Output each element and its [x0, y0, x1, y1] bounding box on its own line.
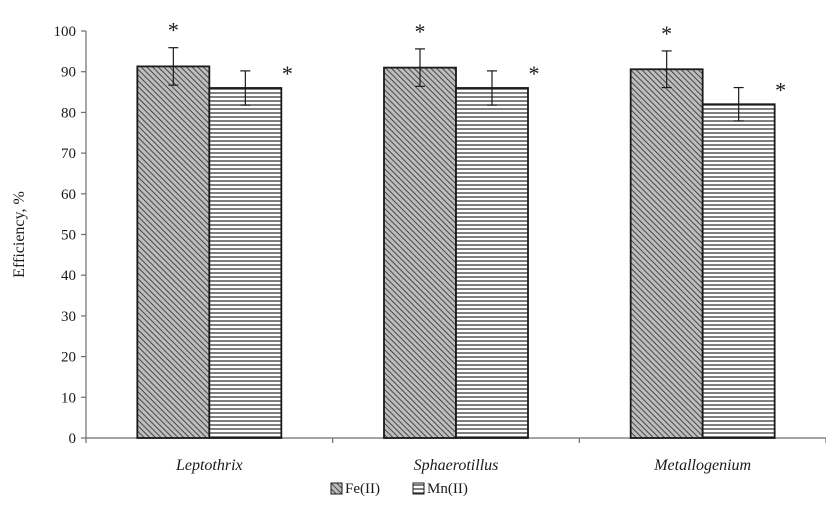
significance-marker: * — [282, 61, 293, 86]
bar-feii-leptothrix — [136, 65, 211, 439]
y-tick-label: 90 — [61, 65, 76, 81]
significance-marker: * — [529, 61, 540, 86]
x-category-label: Leptothrix — [175, 457, 243, 474]
legend-label: Mn(II) — [427, 481, 468, 497]
y-tick-label: 70 — [61, 146, 76, 162]
y-tick-label: 20 — [61, 350, 76, 366]
y-tick-label: 30 — [61, 309, 76, 325]
y-tick-label: 100 — [54, 24, 77, 40]
x-category-label: Sphaerotillus — [414, 457, 499, 474]
legend-label: Fe(II) — [345, 481, 380, 497]
significance-marker: * — [415, 19, 426, 44]
y-tick-label: 40 — [61, 268, 76, 284]
legend-swatch — [412, 482, 425, 495]
x-category-label: Metallogenium — [653, 457, 751, 474]
bar-mnii-sphaerotillus — [455, 87, 529, 439]
significance-marker: * — [661, 21, 672, 46]
bar-mnii-leptothrix — [208, 87, 283, 439]
bar-feii-sphaerotillus — [383, 66, 457, 439]
significance-marker: * — [168, 18, 179, 43]
y-tick-label: 80 — [61, 105, 76, 121]
bar-feii-metallogenium — [629, 68, 704, 439]
y-tick-label: 10 — [61, 390, 76, 406]
y-axis-title: Efficiency, % — [11, 191, 28, 278]
significance-marker: * — [775, 78, 786, 103]
y-tick-label: 50 — [61, 228, 76, 244]
y-tick-label: 60 — [61, 187, 76, 203]
bar-mnii-metallogenium — [701, 103, 776, 439]
y-tick-label: 0 — [69, 431, 77, 447]
legend-swatch — [330, 482, 343, 495]
